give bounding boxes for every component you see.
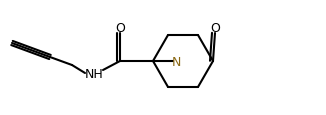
Text: O: O: [210, 21, 220, 34]
Text: O: O: [115, 22, 125, 35]
Text: N: N: [171, 55, 181, 68]
Text: NH: NH: [85, 67, 103, 80]
